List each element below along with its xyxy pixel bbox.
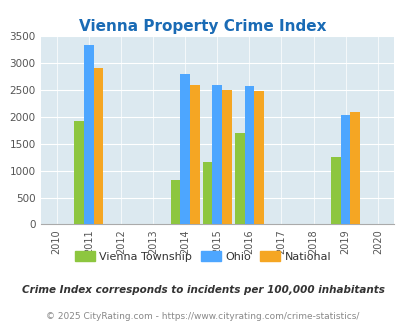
Bar [212, 85, 222, 224]
Bar [222, 90, 231, 224]
Text: © 2025 CityRating.com - https://www.cityrating.com/crime-statistics/: © 2025 CityRating.com - https://www.city… [46, 312, 359, 321]
Bar [234, 133, 244, 224]
Bar [202, 161, 212, 224]
Bar [170, 180, 180, 224]
Bar [190, 85, 199, 224]
Bar [244, 86, 254, 224]
Text: Vienna Property Crime Index: Vienna Property Crime Index [79, 19, 326, 34]
Bar [254, 91, 263, 224]
Text: Crime Index corresponds to incidents per 100,000 inhabitants: Crime Index corresponds to incidents per… [21, 285, 384, 295]
Bar [330, 157, 340, 224]
Bar [180, 74, 190, 224]
Bar [340, 115, 350, 224]
Bar [74, 121, 84, 224]
Legend: Vienna Township, Ohio, National: Vienna Township, Ohio, National [70, 247, 335, 266]
Bar [93, 68, 103, 224]
Bar [84, 45, 93, 224]
Bar [350, 112, 359, 224]
